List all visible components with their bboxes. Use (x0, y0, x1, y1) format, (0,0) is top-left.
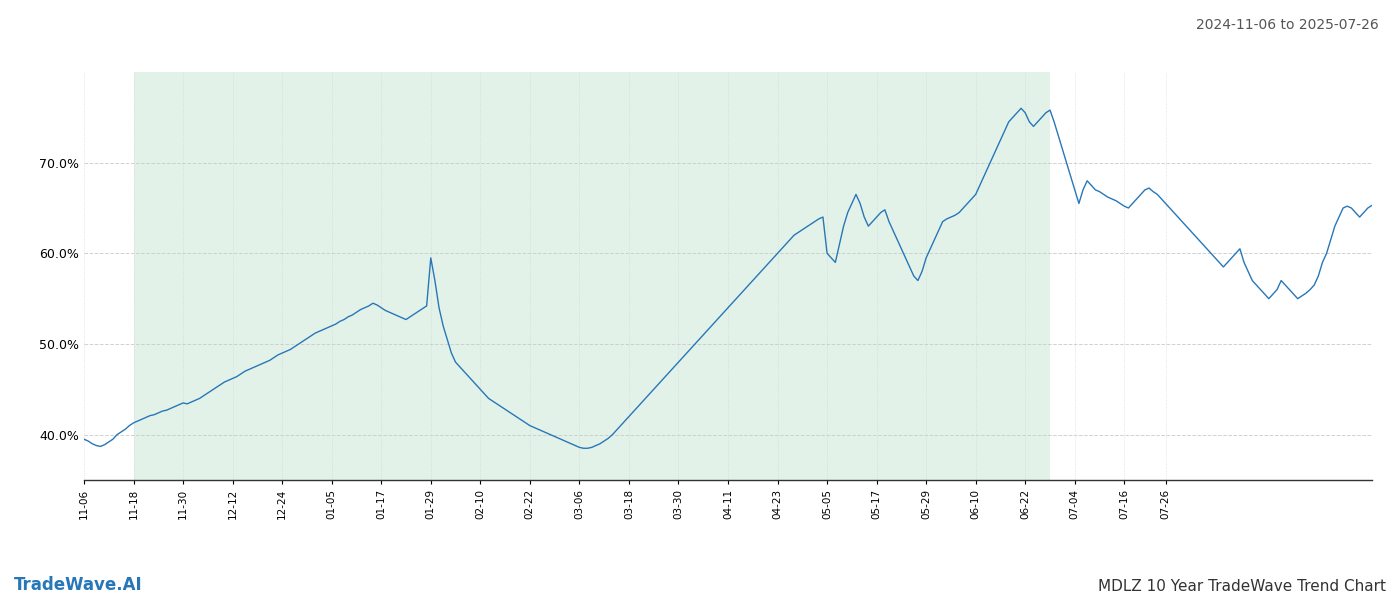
Text: MDLZ 10 Year TradeWave Trend Chart: MDLZ 10 Year TradeWave Trend Chart (1098, 579, 1386, 594)
Text: 2024-11-06 to 2025-07-26: 2024-11-06 to 2025-07-26 (1196, 18, 1379, 32)
Text: TradeWave.AI: TradeWave.AI (14, 576, 143, 594)
Bar (133, 72, 1050, 480)
